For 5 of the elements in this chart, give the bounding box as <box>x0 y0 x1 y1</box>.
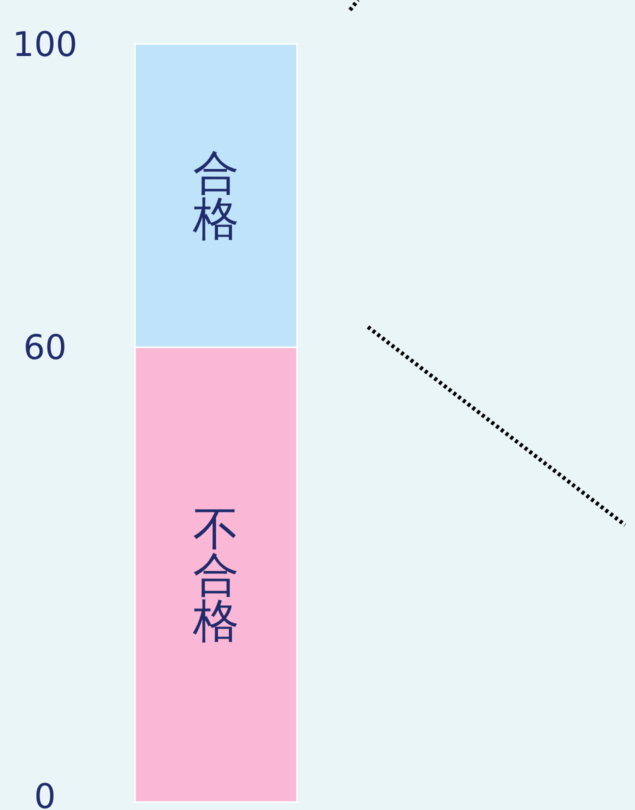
y-tick-label: 0 <box>34 777 56 810</box>
y-tick-label: 60 <box>23 328 67 368</box>
y-tick-label: 100 <box>12 25 78 65</box>
series-label: 合格 <box>192 146 239 246</box>
series-label: 不合格 <box>192 502 239 648</box>
